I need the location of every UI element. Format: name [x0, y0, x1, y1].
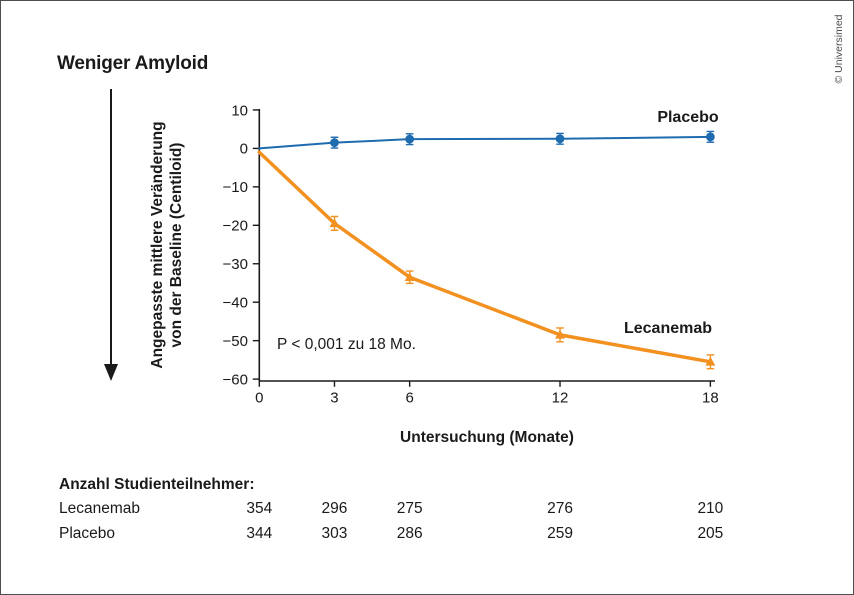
data-point-placebo: [330, 138, 339, 148]
y-tick-label: 10: [231, 102, 248, 119]
data-point-placebo: [705, 132, 715, 142]
data-point-placebo: [555, 134, 565, 144]
data-point-lecanemab: [705, 356, 716, 366]
x-tick-label: 0: [255, 390, 263, 407]
data-point-placebo: [405, 134, 415, 144]
participants-count: 296: [321, 500, 348, 517]
participants-count: 344: [246, 525, 273, 542]
x-tick-label: 12: [552, 390, 569, 407]
participants-row-label: Placebo: [59, 525, 116, 542]
direction-label: Weniger Amyloid: [57, 53, 209, 74]
y-tick-label: −10: [223, 179, 248, 196]
down-arrow-head: [104, 364, 118, 381]
participants-count: 286: [396, 525, 423, 542]
x-tick-label: 6: [405, 390, 413, 407]
x-tick-label: 18: [702, 390, 719, 407]
amyloid-chart: 10 0 −10 −20 −30 −40 −50 −60 0 3 6 12 18 Untersuchung…: [223, 102, 719, 446]
copyright-credit: © Universimed: [833, 14, 845, 84]
participants-count: 210: [697, 500, 724, 517]
y-tick-label: −60: [223, 371, 248, 388]
participants-count: 259: [547, 525, 573, 542]
participants-count: 275: [396, 500, 423, 517]
x-tick-label: 3: [330, 390, 338, 407]
participants-count: 205: [697, 525, 724, 542]
down-arrow-icon: [103, 89, 119, 381]
p-value-annotation: P < 0,001 zu 18 Mo.: [277, 336, 416, 353]
y-tick-label: −40: [223, 295, 248, 312]
y-tick-label: −50: [223, 333, 248, 350]
data-point-lecanemab: [555, 329, 566, 339]
series-line-placebo: [258, 135, 712, 150]
series-label-lecanemab: Lecanemab: [624, 320, 712, 337]
data-point-lecanemab: [329, 218, 340, 228]
y-tick-label: −20: [223, 218, 248, 235]
down-arrow-line: [110, 89, 112, 364]
data-point-lecanemab: [404, 272, 415, 282]
x-axis-title: Untersuchung (Monate): [400, 429, 574, 446]
participants-count: 276: [547, 500, 573, 517]
series-label-placebo: Placebo: [657, 109, 719, 126]
y-tick-label: −30: [223, 256, 248, 273]
participants-row-label: Lecanemab: [59, 500, 141, 517]
participants-count: 354: [246, 500, 273, 517]
participants-count: 303: [321, 525, 348, 542]
y-tick-label: 0: [240, 141, 248, 158]
participants-title: Anzahl Studienteilnehmer:: [59, 476, 255, 493]
